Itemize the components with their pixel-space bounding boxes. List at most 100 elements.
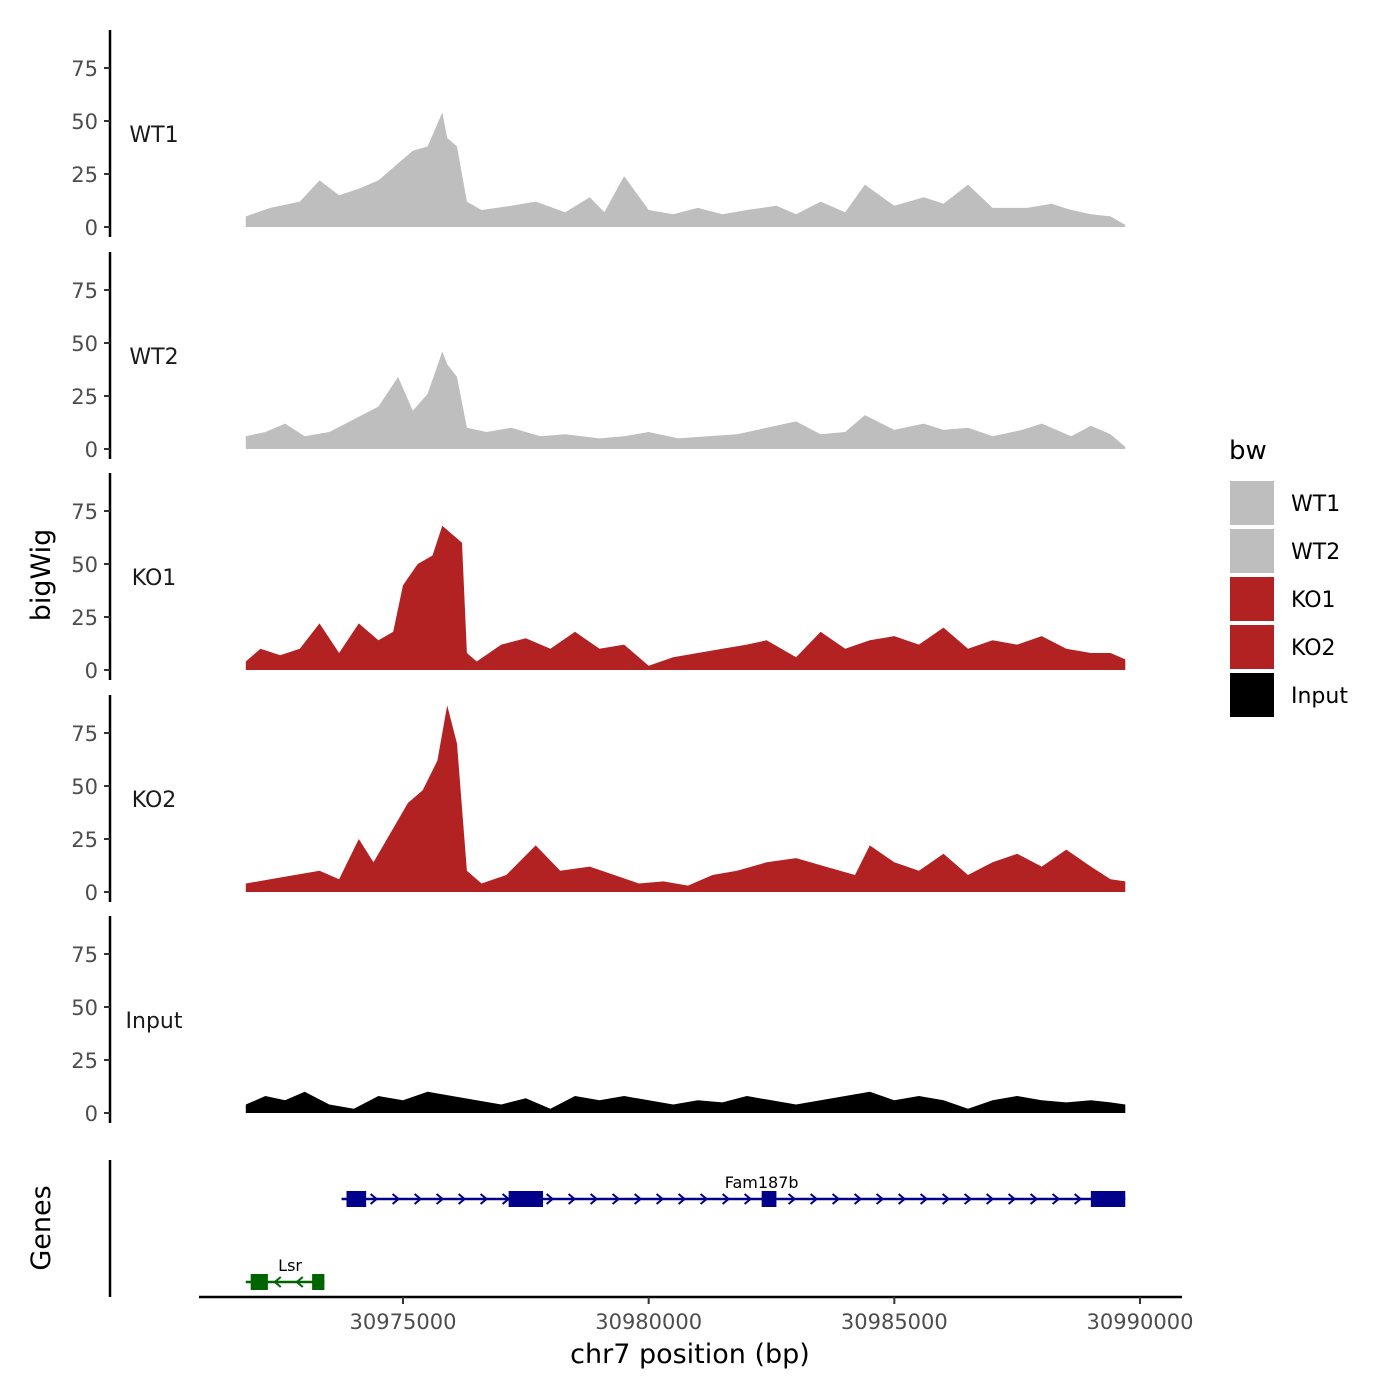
track-label: KO1 xyxy=(132,566,177,591)
x-tick-label: 30990000 xyxy=(1087,1310,1194,1334)
signal-area-ko2 xyxy=(245,705,1126,892)
y-tick-label: 25 xyxy=(71,385,98,409)
track-wt1: 0 25 50 75 WT1 xyxy=(71,30,1126,240)
legend-title: bw xyxy=(1229,436,1267,466)
strand-arrow xyxy=(699,1193,709,1205)
y-tick-label: 50 xyxy=(71,110,98,134)
y-tick-label: 0 xyxy=(85,438,98,462)
strand-arrow xyxy=(985,1193,995,1205)
legend-label-ko1: KO1 xyxy=(1291,588,1336,613)
strand-arrow xyxy=(897,1193,907,1205)
y-tick-label: 75 xyxy=(71,500,98,524)
y-axis-title: bigWig xyxy=(26,529,57,622)
y-tick-label: 0 xyxy=(85,1102,98,1126)
exon xyxy=(312,1274,325,1290)
track-input: 0 25 50 75 Input xyxy=(71,916,1126,1126)
strand-arrow xyxy=(413,1193,423,1205)
legend-label-ko2: KO2 xyxy=(1291,636,1336,661)
y-tick-label: 25 xyxy=(71,828,98,852)
y-tick-label: 0 xyxy=(85,881,98,905)
y-tick-label: 0 xyxy=(85,659,98,683)
strand-arrow xyxy=(831,1193,841,1205)
legend-label-input: Input xyxy=(1291,684,1348,709)
strand-arrow xyxy=(391,1193,401,1205)
strand-arrow xyxy=(589,1193,599,1205)
legend-swatch-ko1 xyxy=(1230,577,1274,621)
track-label: WT1 xyxy=(129,123,178,148)
strand-arrow xyxy=(963,1193,973,1205)
legend-swatch-wt2 xyxy=(1230,529,1274,573)
track-ko1: 0 25 50 75 KO1 xyxy=(71,473,1126,683)
exon xyxy=(346,1191,367,1207)
track-wt2: 0 25 50 75 WT2 xyxy=(71,252,1126,462)
signal-tracks: 0 25 50 75 WT1 0 25 50 75 WT2 0 25 50 75 KO1 0 25 50 75 KO2… xyxy=(71,30,1126,1126)
y-tick-label: 50 xyxy=(71,553,98,577)
signal-area-wt2 xyxy=(245,351,1126,449)
strand-arrow xyxy=(875,1193,885,1205)
strand-arrow xyxy=(743,1193,753,1205)
strand-arrow xyxy=(1029,1193,1039,1205)
exon xyxy=(250,1274,268,1290)
y-tick-label: 25 xyxy=(71,163,98,187)
y-tick-label: 25 xyxy=(71,606,98,630)
x-tick-label: 30980000 xyxy=(595,1310,702,1334)
legend-swatch-input xyxy=(1230,673,1274,717)
strand-arrow xyxy=(787,1193,797,1205)
strand-arrow xyxy=(295,1276,304,1288)
x-axis: 30975000 30980000 30985000 30990000 xyxy=(199,1295,1194,1334)
exon xyxy=(761,1191,777,1207)
y-tick-label: 0 xyxy=(85,216,98,240)
y-tick-label: 75 xyxy=(71,279,98,303)
gene-label: Fam187b xyxy=(725,1173,799,1192)
legend-label-wt1: WT1 xyxy=(1291,492,1340,517)
strand-arrow xyxy=(853,1193,863,1205)
exon xyxy=(508,1191,544,1207)
strand-arrow xyxy=(435,1193,445,1205)
signal-area-wt1 xyxy=(245,112,1126,227)
x-tick-label: 30985000 xyxy=(841,1310,948,1334)
genes-panel: Lsr Fam187b xyxy=(108,1160,1126,1297)
strand-arrow xyxy=(655,1193,665,1205)
strand-arrow xyxy=(919,1193,929,1205)
exon xyxy=(1090,1191,1126,1207)
strand-arrow xyxy=(633,1193,643,1205)
y-tick-label: 75 xyxy=(71,943,98,967)
x-axis-title: chr7 position (bp) xyxy=(570,1339,810,1370)
gene-lsr: Lsr xyxy=(245,1256,325,1290)
genes-axis-title: Genes xyxy=(26,1185,57,1270)
strand-arrow xyxy=(545,1193,555,1205)
signal-area-input xyxy=(245,1091,1126,1113)
track-label: Input xyxy=(126,1009,183,1034)
y-tick-label: 50 xyxy=(71,775,98,799)
strand-arrow xyxy=(369,1193,379,1205)
legend-label-wt2: WT2 xyxy=(1291,540,1340,565)
y-tick-label: 75 xyxy=(71,57,98,81)
legend-swatch-wt1 xyxy=(1230,481,1274,525)
strand-arrow xyxy=(677,1193,687,1205)
y-tick-label: 50 xyxy=(71,332,98,356)
gene-fam187b: Fam187b xyxy=(341,1173,1126,1207)
strand-arrow xyxy=(1007,1193,1017,1205)
gene-label: Lsr xyxy=(278,1256,302,1275)
strand-arrow xyxy=(721,1193,731,1205)
x-tick-label: 30975000 xyxy=(350,1310,457,1334)
y-tick-label: 75 xyxy=(71,722,98,746)
track-label: KO2 xyxy=(132,788,177,813)
legend-swatch-ko2 xyxy=(1230,625,1274,669)
strand-arrow xyxy=(941,1193,951,1205)
strand-arrow xyxy=(273,1276,282,1288)
signal-area-ko1 xyxy=(245,525,1126,670)
strand-arrow xyxy=(501,1193,511,1205)
strand-arrow xyxy=(1073,1193,1083,1205)
strand-arrow xyxy=(479,1193,489,1205)
legend: bw WT1 WT2 KO1 KO2 Input xyxy=(1229,436,1348,717)
strand-arrow xyxy=(611,1193,621,1205)
strand-arrow xyxy=(567,1193,577,1205)
strand-arrow xyxy=(809,1193,819,1205)
track-label: WT2 xyxy=(129,345,178,370)
strand-arrow xyxy=(457,1193,467,1205)
y-tick-label: 25 xyxy=(71,1049,98,1073)
track-ko2: 0 25 50 75 KO2 xyxy=(71,695,1126,905)
strand-arrow xyxy=(1051,1193,1061,1205)
